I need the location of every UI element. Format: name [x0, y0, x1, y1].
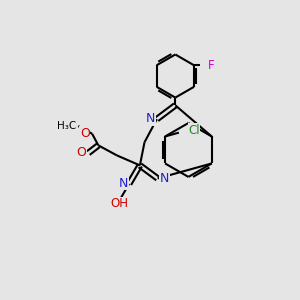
Text: N: N [160, 172, 169, 185]
Text: O: O [76, 146, 86, 159]
Text: Cl: Cl [188, 124, 200, 137]
Text: O: O [80, 127, 90, 140]
Text: F: F [208, 59, 214, 72]
Text: H₃C: H₃C [57, 121, 76, 131]
Text: OH: OH [110, 197, 128, 210]
Text: N: N [119, 177, 128, 190]
Text: N: N [146, 112, 155, 125]
